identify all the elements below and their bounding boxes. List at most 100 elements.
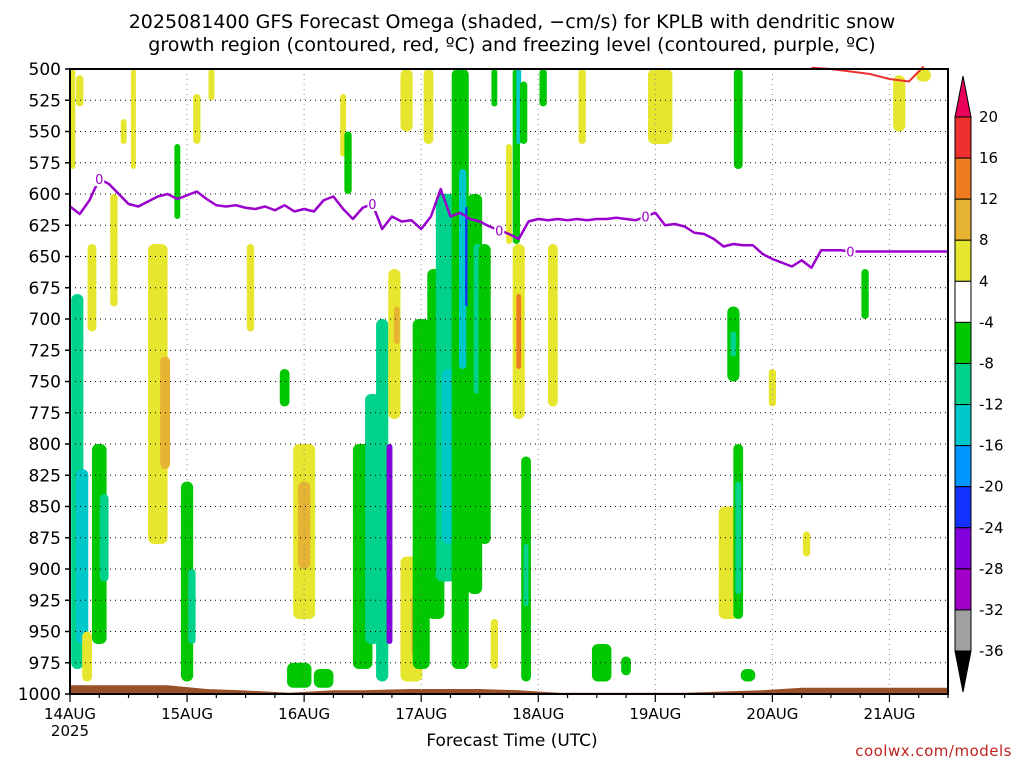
y-tick-label: 525 — [29, 91, 61, 111]
colorbar-segment — [954, 404, 972, 447]
y-tick-label: 850 — [29, 498, 61, 518]
omega-cell — [76, 75, 84, 107]
y-tick-label: 700 — [29, 310, 61, 330]
omega-cell — [451, 69, 469, 669]
colorbar-label: 4 — [979, 272, 989, 290]
omega-cell — [733, 69, 743, 169]
freezing-level-label: 0 — [95, 173, 103, 188]
ground-terrain — [70, 685, 948, 694]
omega-cell — [861, 269, 869, 319]
colorbar-label: 12 — [979, 190, 998, 208]
colorbar-label: 20 — [979, 108, 998, 126]
grid — [70, 69, 948, 694]
chart-title-line-1: 2025081400 GFS Forecast Omega (shaded, −… — [128, 11, 896, 33]
omega-cell — [287, 662, 312, 688]
freezing-level-label-bg — [845, 244, 856, 259]
omega-cell — [519, 81, 528, 144]
y-tick-label: 600 — [29, 185, 61, 205]
omega-cell — [400, 69, 413, 132]
y-tick-label: 925 — [29, 591, 61, 611]
freezing-level-label-bg — [640, 209, 651, 224]
y-tick-label: 875 — [29, 529, 61, 549]
colorbar-label: 8 — [979, 231, 989, 249]
omega-cell — [313, 669, 334, 688]
y-tick-label: 775 — [29, 404, 61, 424]
omega-cell — [740, 669, 756, 682]
y-tick-label: 825 — [29, 466, 61, 486]
colorbar: 20 16 12 8 4 -4 -8 -12 -16 -20 -24 -28 -32 -36 — [954, 75, 1004, 693]
x-axis-label: Forecast Time (UTC) — [426, 731, 598, 751]
omega-cell — [730, 331, 737, 357]
x-tick-label: 18AUG — [512, 705, 564, 723]
x-tick-label: 15AUG — [161, 705, 213, 723]
colorbar-segment — [954, 568, 972, 611]
omega-cell — [490, 619, 499, 669]
omega-cell — [388, 269, 401, 419]
omega-cell — [99, 494, 109, 582]
chart-title-line-2: growth region (contoured, red, ºC) and f… — [148, 34, 876, 56]
omega-cell — [130, 69, 136, 169]
colorbar-segment — [954, 650, 972, 693]
y-tick-label: 750 — [29, 373, 61, 393]
omega-cell — [578, 69, 586, 144]
colorbar-label: -4 — [979, 313, 994, 331]
omega-cell — [393, 306, 400, 344]
omega-cell — [621, 656, 631, 676]
y-tick-label: 550 — [29, 123, 61, 143]
freezing-level-label-bg — [494, 223, 505, 238]
y-tick-label: 1000 — [18, 685, 61, 705]
omega-cell — [208, 69, 215, 101]
omega-cell — [423, 69, 434, 144]
omega-cell — [735, 481, 742, 594]
colorbar-label: -24 — [979, 519, 1004, 537]
omega-cell — [110, 194, 118, 307]
omega-cell — [174, 144, 181, 219]
colorbar-segment — [954, 527, 972, 570]
omega-cell — [802, 531, 811, 557]
x-tick-label: 17AUG — [395, 705, 447, 723]
omega-cell — [87, 244, 97, 332]
omega-cell — [893, 75, 906, 132]
omega-cell — [91, 444, 107, 644]
omega-cell — [120, 119, 127, 144]
freezing-level-label: 0 — [495, 224, 503, 239]
x-tick-label: 19AUG — [629, 705, 681, 723]
colorbar-label: -16 — [979, 437, 1004, 455]
x-tick-label: 16AUG — [278, 705, 330, 723]
colorbar-segment — [954, 445, 972, 488]
x-year-label: 2025 — [51, 722, 89, 740]
omega-cell — [193, 94, 201, 144]
colorbar-segment — [954, 239, 972, 282]
freezing-level-label: 0 — [641, 211, 649, 226]
omega-cell — [523, 544, 529, 607]
omega-cell — [298, 481, 311, 569]
y-tick-label: 575 — [29, 154, 61, 174]
freezing-level-label: 0 — [846, 246, 854, 261]
omega-cell — [478, 244, 491, 544]
omega-cell — [76, 469, 89, 644]
colorbar-label: -8 — [979, 354, 994, 372]
omega-cell — [491, 69, 498, 107]
x-axis: 14AUG 15AUG 16AUG 17AUG 18AUG 19AUG 20AUG 21AUG… — [44, 694, 949, 740]
colorbar-label: -12 — [979, 396, 1004, 414]
y-tick-label: 950 — [29, 623, 61, 643]
x-tick-label: 14AUG — [44, 705, 96, 723]
omega-cell — [279, 369, 290, 407]
colorbar-label: -32 — [979, 601, 1004, 619]
omega-cell — [548, 244, 558, 407]
colorbar-segment — [954, 157, 972, 200]
colorbar-segment — [954, 609, 972, 652]
y-tick-label: 900 — [29, 560, 61, 580]
y-tick-label: 625 — [29, 216, 61, 236]
y-tick-label: 725 — [29, 341, 61, 361]
omega-cell — [82, 631, 92, 682]
x-tick-label: 21AUG — [863, 705, 915, 723]
colorbar-label: -28 — [979, 560, 1004, 578]
freezing-level-label: 0 — [368, 198, 376, 213]
omega-cell — [591, 644, 612, 682]
colorbar-segment — [954, 280, 972, 323]
freezing-level-line — [69, 177, 948, 269]
freezing-level-label-bg — [94, 172, 105, 186]
colorbar-segment — [954, 75, 972, 118]
y-tick-label: 650 — [29, 248, 61, 268]
